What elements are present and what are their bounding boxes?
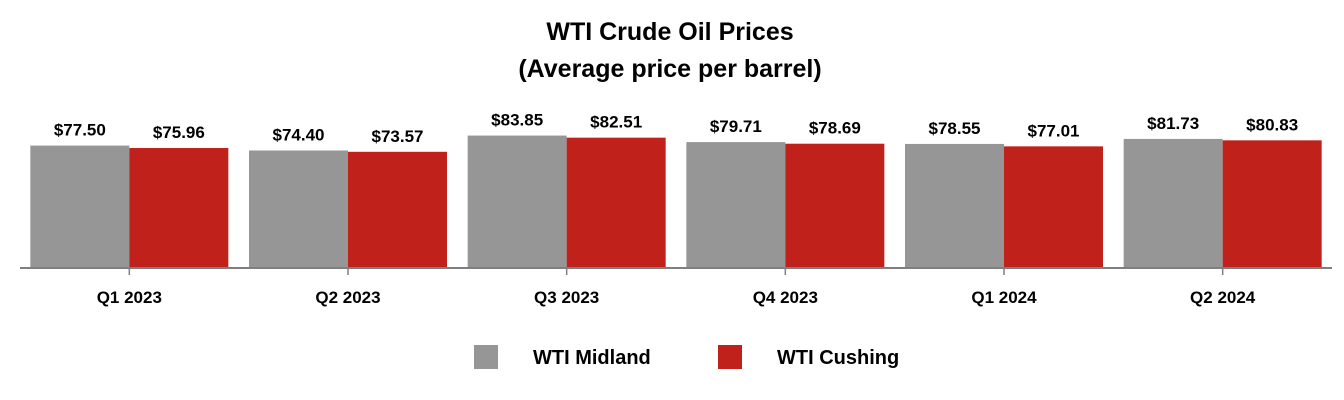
- bar-wti-midland: [30, 145, 130, 268]
- chart-subtitle: (Average price per barrel): [518, 55, 821, 83]
- bar-wti-cushing: [129, 148, 229, 268]
- legend-label-wti-midland: WTI Midland: [533, 347, 651, 369]
- bar-wti-cushing: [1222, 140, 1322, 268]
- legend-swatch-wti-cushing: [718, 345, 742, 369]
- x-tick-label: Q2 2023: [315, 288, 380, 307]
- data-label-wti-cushing: $80.83: [1246, 115, 1298, 134]
- bar-wti-midland: [1123, 138, 1223, 268]
- plot-area: $77.50 $75.96 Q1 2023 $74.40 $73.57 Q2 2023 $8…: [20, 111, 1332, 307]
- chart-title: WTI Crude Oil Prices: [546, 18, 793, 46]
- data-label-wti-midland: $74.40: [273, 125, 325, 144]
- data-label-wti-midland: $81.73: [1147, 114, 1199, 133]
- data-label-wti-cushing: $75.96: [153, 123, 205, 142]
- data-label-wti-cushing: $78.69: [809, 119, 861, 138]
- data-label-wti-midland: $79.71: [710, 117, 762, 136]
- bar-wti-midland: [686, 142, 786, 268]
- legend-label-wti-cushing: WTI Cushing: [777, 347, 899, 369]
- x-tick-label: Q1 2023: [97, 288, 162, 307]
- data-label-wti-midland: $78.55: [929, 119, 981, 138]
- data-label-wti-midland: $83.85: [491, 111, 543, 130]
- x-tick-label: Q4 2023: [753, 288, 818, 307]
- x-tick-label: Q3 2023: [534, 288, 599, 307]
- bar-wti-midland: [905, 143, 1004, 268]
- bar-wti-midland: [249, 150, 348, 268]
- x-tick-label: Q1 2024: [971, 288, 1037, 307]
- bar-wti-cushing: [566, 137, 666, 268]
- bar-wti-cushing: [1004, 146, 1103, 268]
- data-label-wti-midland: $77.50: [54, 121, 106, 140]
- data-label-wti-cushing: $77.01: [1028, 121, 1080, 140]
- legend: WTI Midland WTI Cushing: [474, 345, 899, 369]
- data-label-wti-cushing: $82.51: [590, 113, 642, 132]
- bar-wti-cushing: [348, 151, 447, 268]
- legend-swatch-wti-midland: [474, 345, 498, 369]
- bar-wti-cushing: [785, 143, 885, 268]
- x-tick-label: Q2 2024: [1190, 288, 1256, 307]
- data-label-wti-cushing: $73.57: [372, 127, 424, 146]
- bar-wti-midland: [467, 135, 567, 268]
